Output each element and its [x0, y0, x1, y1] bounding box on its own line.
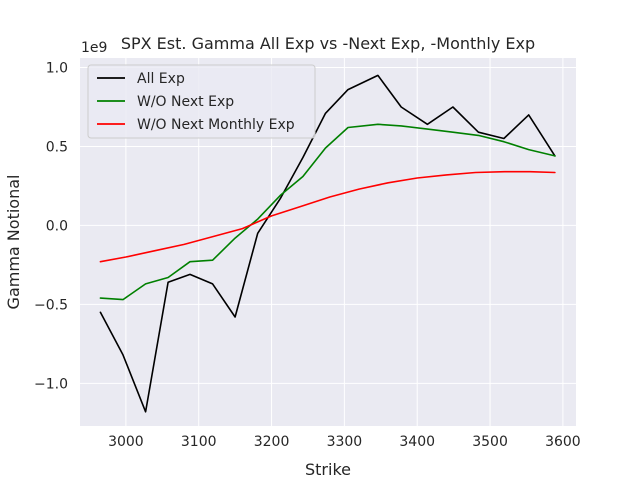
x-tick-label: 3200 [254, 434, 290, 450]
legend: All Exp W/O Next Exp W/O Next Monthly Exp [87, 64, 316, 139]
legend-label-w-o-next-exp: W/O Next Exp [137, 94, 234, 110]
chart-title: SPX Est. Gamma All Exp vs -Next Exp, -Mo… [121, 34, 535, 53]
legend-label-all-exp: All Exp [137, 71, 185, 87]
y-axis-label: Gamma Notional [4, 175, 23, 310]
x-tick-label: 3600 [545, 434, 581, 450]
y-tick-label: 1.0 [46, 60, 68, 76]
y-offset-text: 1e9 [81, 40, 107, 56]
y-tick-label: −0.5 [34, 297, 68, 313]
x-tick-label: 3000 [108, 434, 144, 450]
x-tick-label: 3300 [327, 434, 363, 450]
x-tick-label: 3400 [399, 434, 435, 450]
x-axis-label: Strike [305, 460, 351, 479]
series-line-w-o-next-exp [99, 123, 556, 301]
x-tick-label: 3100 [181, 434, 217, 450]
y-tick-label: 0.0 [46, 218, 68, 234]
x-tick-labels: 3000 3100 3200 3300 3400 3500 3600 [108, 434, 581, 450]
y-tick-label: −1.0 [34, 376, 68, 392]
x-tick-label: 3500 [472, 434, 508, 450]
y-tick-label: 0.5 [46, 139, 68, 155]
series-line-w-o-next-monthly-exp [99, 170, 556, 263]
legend-items: All Exp W/O Next Exp W/O Next Monthly Exp [97, 71, 295, 133]
y-tick-labels: −1.0 −0.5 0.0 0.5 1.0 [34, 60, 68, 392]
legend-box [87, 64, 316, 139]
legend-label-w-o-next-monthly-exp: W/O Next Monthly Exp [137, 117, 295, 133]
